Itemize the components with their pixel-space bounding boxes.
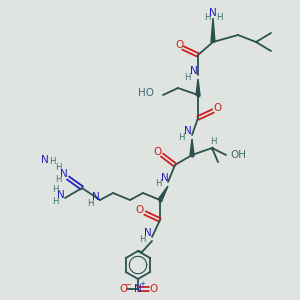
Text: N: N: [144, 228, 152, 238]
Text: H: H: [155, 179, 161, 188]
Text: O: O: [119, 284, 127, 294]
Polygon shape: [158, 186, 168, 201]
Text: H: H: [210, 136, 216, 146]
Text: H: H: [49, 157, 55, 166]
Text: H: H: [87, 199, 93, 208]
Text: N: N: [134, 284, 142, 294]
Text: N: N: [184, 126, 192, 136]
Text: O: O: [175, 40, 183, 50]
Text: N: N: [209, 8, 217, 18]
Text: N: N: [190, 66, 198, 76]
Text: H: H: [204, 13, 210, 22]
Text: O: O: [213, 103, 221, 113]
Text: O: O: [153, 147, 161, 157]
Text: N: N: [41, 155, 49, 165]
Text: O: O: [136, 205, 144, 215]
Text: H: H: [216, 13, 222, 22]
Text: +: +: [139, 281, 145, 287]
Text: H: H: [55, 163, 61, 172]
Polygon shape: [196, 79, 200, 95]
Text: H: H: [139, 235, 145, 244]
Text: HO: HO: [138, 88, 154, 98]
Text: H: H: [184, 73, 190, 82]
Polygon shape: [190, 139, 194, 155]
Text: OH: OH: [230, 150, 246, 160]
Text: O: O: [149, 284, 157, 294]
Text: H: H: [52, 196, 58, 206]
Text: −: −: [124, 280, 132, 289]
Text: N: N: [92, 192, 100, 202]
Text: H: H: [55, 176, 61, 184]
Text: H: H: [52, 184, 58, 194]
Text: H: H: [178, 133, 184, 142]
Text: N: N: [60, 169, 68, 179]
Polygon shape: [211, 18, 215, 42]
Text: N: N: [161, 173, 169, 183]
Text: N: N: [57, 190, 65, 200]
